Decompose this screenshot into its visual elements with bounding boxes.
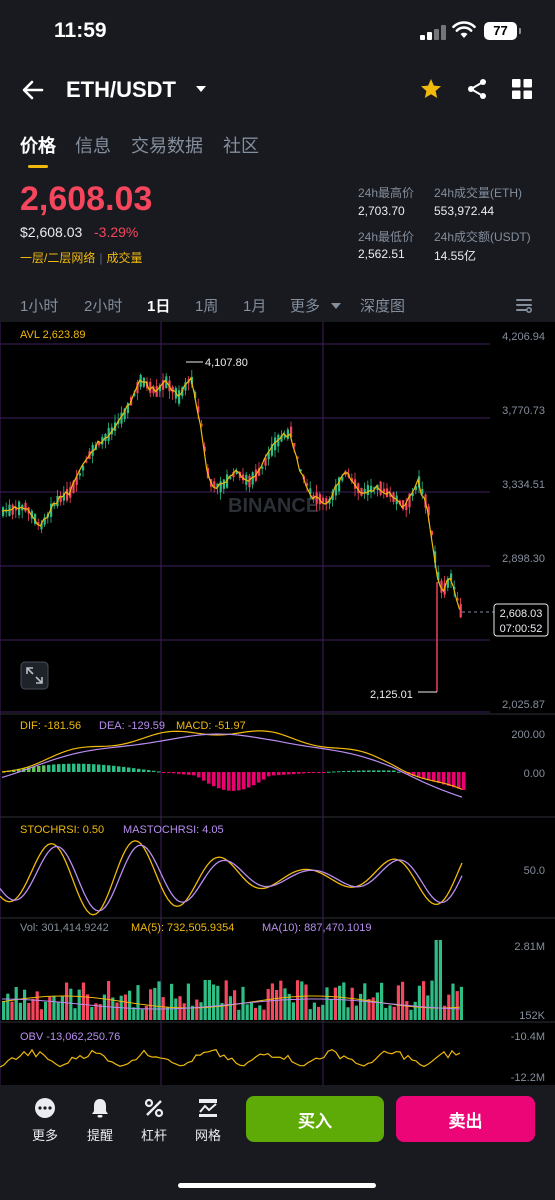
volume-usdt-value: 14.55亿 — [434, 249, 477, 263]
category-tags: 一层/二层网络 | 成交量 — [20, 251, 143, 265]
axis-label: 2,898.30 — [502, 553, 545, 565]
tab-community[interactable]: 社区 — [223, 136, 259, 156]
buy-button[interactable]: 买入 — [246, 1096, 384, 1142]
volume-ma10-line — [1, 998, 460, 1010]
tab-info[interactable]: 信息 — [75, 136, 111, 156]
tab-price[interactable]: 价格 — [20, 136, 56, 156]
back-arrow-icon[interactable] — [20, 77, 46, 103]
cellular-signal-icon — [420, 24, 446, 40]
more-dots-icon — [35, 1098, 55, 1118]
macd-axis-label: 200.00 — [511, 729, 545, 741]
price-change: -3.29% — [94, 224, 139, 240]
header: ETH/USDT — [0, 62, 555, 120]
low-marker: 2,125.01 — [370, 689, 413, 701]
candle-countdown: 07:00:52 — [500, 623, 543, 635]
alert-label: 提醒 — [86, 1128, 113, 1143]
more-caret-icon[interactable] — [331, 302, 341, 310]
tab-bar: 价格 信息 交易数据 社区 — [0, 128, 555, 168]
depth-chart-tab[interactable]: 深度图 — [360, 298, 406, 315]
price-usd: $2,608.03 — [20, 224, 83, 240]
grid-menu-icon[interactable] — [512, 79, 532, 99]
chart-settings-icon[interactable] — [514, 295, 534, 315]
avl-label: AVL 2,623.89 — [20, 329, 85, 341]
status-bar: 11:59 77 — [0, 0, 555, 62]
axis-label: 2,025.87 — [502, 699, 545, 711]
more-label: 更多 — [31, 1128, 58, 1143]
stochrsi-line — [0, 840, 463, 916]
volume-axis-label: 152K — [519, 1010, 545, 1022]
binance-watermark: BINANCE — [228, 495, 319, 517]
stochrsi-label: STOCHRSI: 0.50 — [20, 824, 104, 836]
grid-label: 网格 — [194, 1128, 221, 1143]
interval-1m[interactable]: 1月 — [243, 298, 267, 315]
axis-label: 3,334.51 — [502, 479, 545, 491]
grid-bot-icon — [199, 1099, 217, 1117]
bell-icon — [92, 1099, 108, 1118]
wifi-icon — [452, 21, 476, 38]
leverage-label: 杠杆 — [140, 1128, 167, 1143]
last-price: 2,608.03 — [20, 180, 153, 218]
interval-1h[interactable]: 1小时 — [20, 298, 59, 315]
low-label: 24h最低价 — [358, 230, 415, 244]
mastochrsi-label: MASTOCHRSI: 4.05 — [123, 824, 224, 836]
caret-down-icon[interactable] — [194, 82, 208, 96]
tab-trading-data[interactable]: 交易数据 — [131, 136, 203, 156]
chart-canvas[interactable]: BINANCE AVL 2,623.89 4,206.94 3,770.73 3… — [0, 322, 555, 1085]
volume-axis-label: 2.81M — [514, 941, 545, 953]
high-marker: 4,107.80 — [205, 357, 248, 369]
status-time: 11:59 — [54, 19, 107, 42]
alert-button[interactable]: 提醒 — [80, 1097, 120, 1147]
sell-button[interactable]: 卖出 — [396, 1096, 535, 1142]
grid-trading-button[interactable]: 网格 — [188, 1097, 228, 1147]
volume-usdt-label: 24h成交额(USDT) — [434, 230, 531, 244]
macd-dif-label: DIF: -181.56 — [20, 720, 81, 732]
interval-1w[interactable]: 1周 — [195, 298, 219, 315]
interval-2h[interactable]: 2小时 — [84, 298, 123, 315]
tag-volume[interactable]: 成交量 — [106, 251, 143, 265]
pair-title[interactable]: ETH/USDT — [66, 77, 176, 102]
tag-layer-network[interactable]: 一层/二层网络 — [20, 251, 96, 265]
interval-1d[interactable]: 1日 — [147, 298, 171, 315]
battery-icon: 77 — [484, 22, 521, 40]
obv-label: OBV -13,062,250.76 — [20, 1031, 120, 1043]
interval-more[interactable]: 更多 — [290, 298, 321, 315]
volume-eth-value: 553,972.44 — [434, 204, 495, 218]
active-tab-indicator — [28, 165, 48, 168]
volume-label: Vol: 301,414.9242 — [20, 922, 109, 934]
interval-bar: 1小时 2小时 1日 1周 1月 更多 深度图 — [0, 288, 555, 322]
volume-ma10-label: MA(10): 887,470.1019 — [262, 922, 371, 934]
bottom-action-bar: 更多 提醒 杠杆 网格 买入 卖出 — [0, 1085, 555, 1200]
share-icon[interactable] — [465, 77, 489, 101]
stoch-axis-label: 50.0 — [524, 865, 545, 877]
percent-icon — [144, 1098, 164, 1118]
more-button[interactable]: 更多 — [25, 1097, 65, 1147]
volume-ma5-label: MA(5): 732,505.9354 — [131, 922, 234, 934]
volume-eth-label: 24h成交量(ETH) — [434, 186, 523, 200]
mastochrsi-line — [0, 844, 463, 912]
leverage-button[interactable]: 杠杆 — [134, 1097, 174, 1147]
home-indicator — [178, 1183, 376, 1188]
axis-label: 3,770.73 — [502, 405, 545, 417]
current-price-value: 2,608.03 — [500, 608, 543, 620]
fullscreen-expand-icon[interactable] — [20, 661, 49, 690]
macd-axis-label: 0.00 — [524, 768, 545, 780]
obv-axis-label: -10.4M — [511, 1031, 545, 1043]
current-price-tag — [493, 603, 549, 637]
obv-axis-label: -12.2M — [511, 1072, 545, 1084]
macd-dea-label: DEA: -129.59 — [99, 720, 165, 732]
high-value: 2,703.70 — [358, 204, 405, 218]
low-value: 2,562.51 — [358, 247, 405, 261]
favorite-star-icon[interactable] — [419, 77, 443, 101]
axis-label: 4,206.94 — [502, 331, 545, 343]
macd-dea-line — [1, 733, 463, 798]
obv-line — [0, 1048, 461, 1068]
moving-average-line — [1, 376, 461, 610]
high-label: 24h最高价 — [358, 186, 415, 200]
macd-value-label: MACD: -51.97 — [176, 720, 246, 732]
candlestick-chart[interactable]: BINANCE AVL 2,623.89 4,206.94 3,770.73 3… — [0, 322, 555, 1085]
